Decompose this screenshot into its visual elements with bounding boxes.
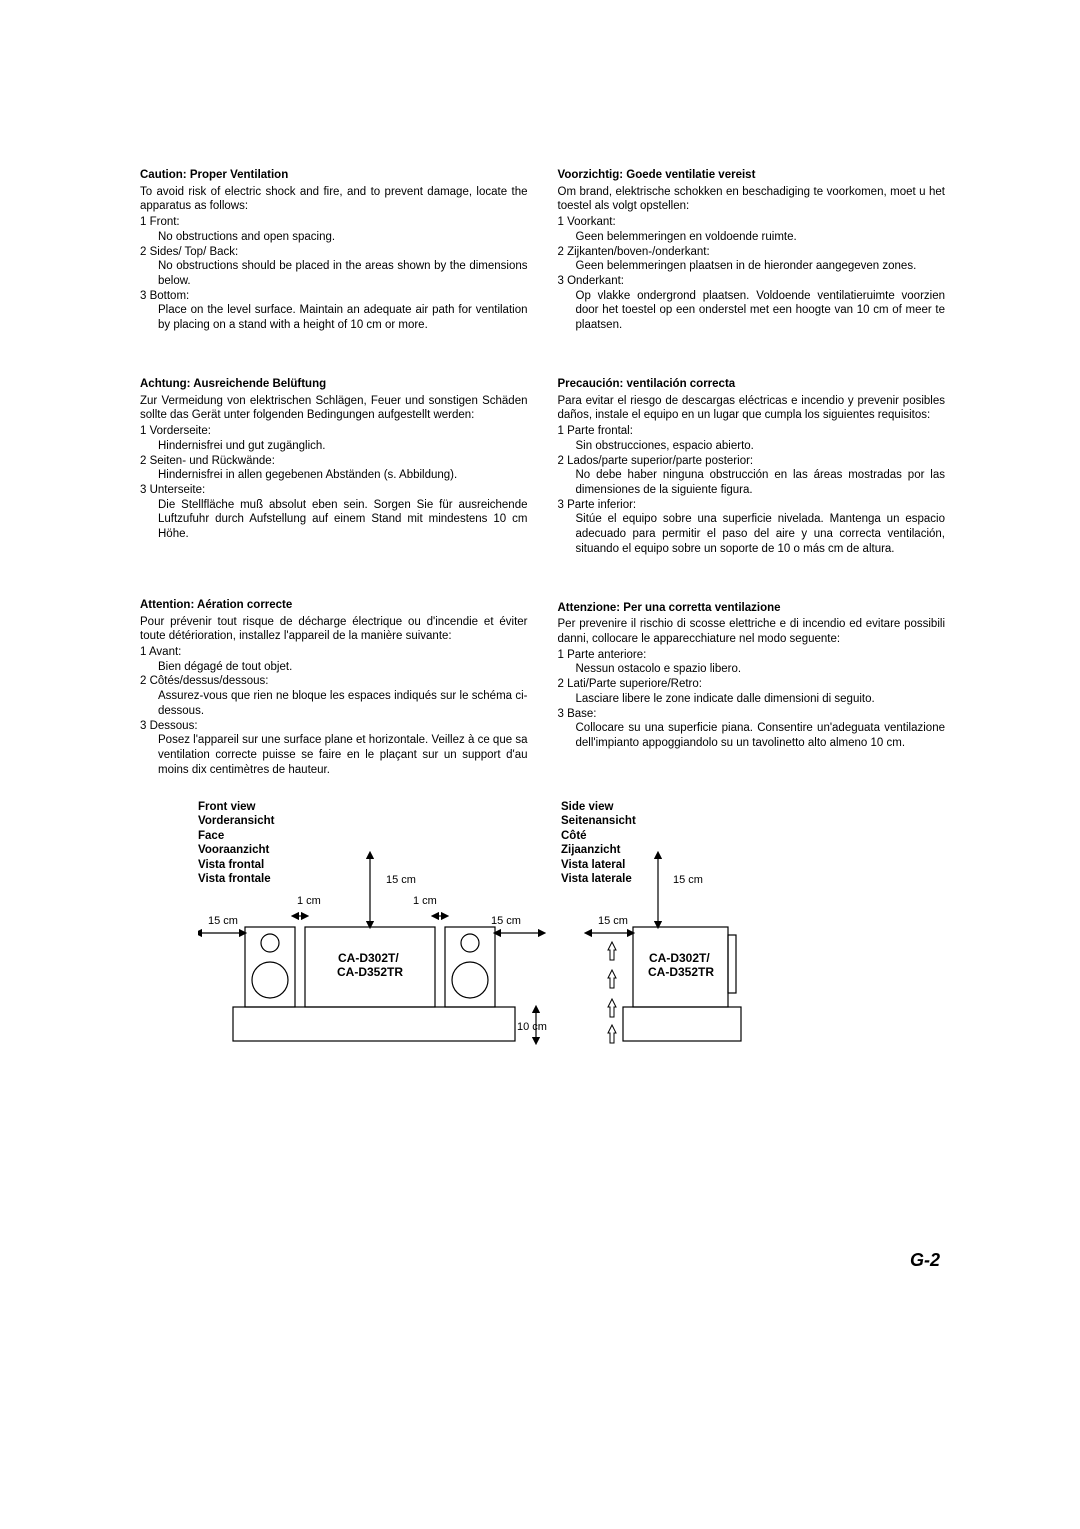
section-title: Precaución: ventilación correcta — [558, 377, 946, 392]
section-intro: Pour prévenir tout risque de décharge él… — [140, 615, 528, 644]
item-body: Nessun ostacolo e spazio libero. — [558, 662, 946, 677]
right-column: Voorzichtig: Goede ventilatie vereist Om… — [558, 168, 946, 821]
item-body: Place on the level surface. Maintain an … — [140, 303, 528, 332]
item-body: Posez l'appareil sur une surface plane e… — [140, 733, 528, 777]
section-intro: Om brand, elektrische schokken en bescha… — [558, 185, 946, 214]
item-label: 1 Parte frontal: — [558, 424, 946, 439]
item-body: Assurez-vous que rien ne bloque les espa… — [140, 689, 528, 718]
section-intro: Zur Vermeidung von elektrischen Schlägen… — [140, 394, 528, 423]
section-title: Voorzichtig: Goede ventilatie vereist — [558, 168, 946, 183]
item-body: Sin obstrucciones, espacio abierto. — [558, 439, 946, 454]
section-nl: Voorzichtig: Goede ventilatie vereist Om… — [558, 168, 946, 333]
page-content: Caution: Proper Ventilation To avoid ris… — [140, 168, 945, 821]
item-body: Die Stellfläche muß absolut eben sein. S… — [140, 498, 528, 542]
section-title: Attenzione: Per una corretta ventilazion… — [558, 601, 946, 616]
item-label: 3 Bottom: — [140, 289, 528, 304]
item-body: No obstructions and open spacing. — [140, 230, 528, 245]
item-label: 3 Dessous: — [140, 719, 528, 734]
section-de: Achtung: Ausreichende Belüftung Zur Verm… — [140, 377, 528, 542]
item-body: Geen belemmeringen en voldoende ruimte. — [558, 230, 946, 245]
item-body: Sitúe el equipo sobre una superficie niv… — [558, 512, 946, 556]
item-body: Geen belemmeringen plaatsen in de hieron… — [558, 259, 946, 274]
section-title: Achtung: Ausreichende Belüftung — [140, 377, 528, 392]
left-column: Caution: Proper Ventilation To avoid ris… — [140, 168, 528, 821]
item-body: Collocare su una superficie piana. Conse… — [558, 721, 946, 750]
item-label: 2 Côtés/dessus/dessous: — [140, 674, 528, 689]
section-intro: Para evitar el riesgo de descargas eléct… — [558, 394, 946, 423]
item-label: 2 Zijkanten/boven-/onderkant: — [558, 245, 946, 260]
text-columns: Caution: Proper Ventilation To avoid ris… — [140, 168, 945, 821]
section-it: Attenzione: Per una corretta ventilazion… — [558, 601, 946, 751]
item-label: 3 Parte inferior: — [558, 498, 946, 513]
section-fr: Attention: Aération correcte Pour préven… — [140, 598, 528, 778]
item-label: 3 Base: — [558, 707, 946, 722]
section-es: Precaución: ventilación correcta Para ev… — [558, 377, 946, 557]
model-label: CA-D302T/ CA-D352TR — [337, 951, 403, 979]
item-body: No debe haber ninguna obstrucción en las… — [558, 468, 946, 497]
item-body: Hindernisfrei und gut zugänglich. — [140, 439, 528, 454]
section-intro: Per prevenire il rischio di scosse elett… — [558, 617, 946, 646]
item-label: 1 Front: — [140, 215, 528, 230]
section-title: Attention: Aération correcte — [140, 598, 528, 613]
section-title: Caution: Proper Ventilation — [140, 168, 528, 183]
model-label: CA-D302T/ CA-D352TR — [648, 951, 714, 979]
item-label: 1 Avant: — [140, 645, 528, 660]
item-body: Hindernisfrei in allen gegebenen Abständ… — [140, 468, 528, 483]
item-label: 2 Lados/parte superior/parte posterior: — [558, 454, 946, 469]
item-label: 3 Unterseite: — [140, 483, 528, 498]
item-label: 1 Vorderseite: — [140, 424, 528, 439]
item-label: 2 Lati/Parte superiore/Retro: — [558, 677, 946, 692]
item-label: 3 Onderkant: — [558, 274, 946, 289]
section-en: Caution: Proper Ventilation To avoid ris… — [140, 168, 528, 333]
item-label: 1 Voorkant: — [558, 215, 946, 230]
item-body: Lasciare libere le zone indicate dalle d… — [558, 692, 946, 707]
ventilation-diagram: Front view Vorderansicht Face Vooraanzic… — [198, 800, 928, 1100]
item-body: No obstructions should be placed in the … — [140, 259, 528, 288]
item-label: 2 Sides/ Top/ Back: — [140, 245, 528, 260]
item-body: Op vlakke ondergrond plaatsen. Voldoende… — [558, 289, 946, 333]
item-label: 2 Seiten- und Rückwände: — [140, 454, 528, 469]
item-label: 1 Parte anteriore: — [558, 648, 946, 663]
page-number: G-2 — [910, 1250, 940, 1271]
item-body: Bien dégagé de tout objet. — [140, 660, 528, 675]
section-intro: To avoid risk of electric shock and fire… — [140, 185, 528, 214]
diagram-svg: CA-D302T/ CA-D352TR CA-D302T/ CA-D352TR — [198, 800, 928, 1080]
